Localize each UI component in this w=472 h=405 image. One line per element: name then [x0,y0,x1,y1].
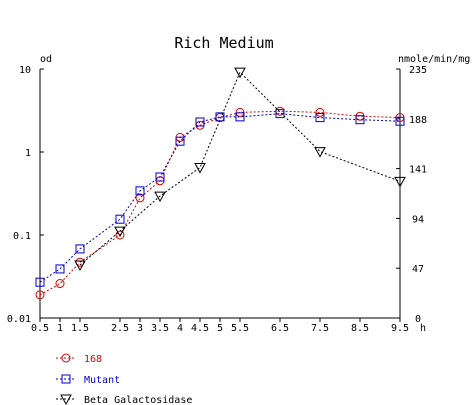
data-point-0 [315,107,325,117]
x-tick-label: 2.5 [111,323,129,334]
legend-marker [61,353,71,363]
x-tick-label: 1 [57,323,63,334]
x-tick-label: 5.5 [231,323,249,334]
data-point-1 [315,113,325,123]
data-point-2 [234,67,246,79]
y-left-label: od [40,54,52,65]
data-point-1 [155,172,165,182]
data-point-1 [55,264,65,274]
legend-marker [61,374,71,384]
data-point-1 [135,186,145,196]
data-point-2 [74,260,86,272]
x-tick-label: 9.5 [391,323,409,334]
data-point-2 [114,226,126,238]
series-line-1 [39,113,401,283]
series-line-2 [79,71,401,266]
data-point-2 [394,176,406,188]
data-point-2 [154,191,166,203]
x-tick-label: 4 [177,323,183,334]
x-tick-label: 8.5 [351,323,369,334]
x-tick-label: 3 [137,323,143,334]
x-tick-label: 4.5 [191,323,209,334]
series-line-0 [39,110,401,296]
y-right-tick-label: 235 [409,65,427,76]
y-right-tick-label: 47 [412,264,424,275]
data-point-1 [235,112,245,122]
data-point-1 [35,277,45,287]
x-tick-label: 5 [217,323,223,334]
y-right-tick-label: 94 [412,214,424,225]
y-left-tick-label: 1 [25,148,31,159]
y-left-tick-label: 0.01 [7,314,31,325]
data-point-0 [35,290,45,300]
x-tick-label: 0.5 [31,323,49,334]
data-point-1 [395,116,405,126]
data-point-1 [275,109,285,119]
data-point-0 [55,279,65,289]
y-right-label: nmole/min/mg [398,54,470,65]
legend-label: 168 [84,354,102,365]
y-right-tick-label: 188 [409,115,427,126]
data-point-1 [115,214,125,224]
x-tick-label: 7.5 [311,323,329,334]
y-right-tick-label: 141 [409,165,427,176]
legend-label: Beta Galactosidase [84,395,192,405]
data-point-0 [135,193,145,203]
x-tick-label: 6.5 [271,323,289,334]
y-left-tick-label: 10 [19,65,31,76]
data-point-1 [75,244,85,254]
y-right-tick-label: 0 [415,314,421,325]
data-point-1 [195,117,205,127]
legend-marker [60,394,72,405]
x-unit-label: h [420,323,426,334]
data-point-2 [194,163,206,174]
y-left-tick-label: 0.1 [13,231,31,242]
data-point-1 [355,115,365,125]
data-point-1 [175,136,185,146]
x-tick-label: 3.5 [151,323,169,334]
data-point-2 [314,147,326,158]
chart-title: Rich Medium [174,34,273,52]
legend-label: Mutant [84,375,120,386]
x-tick-label: 1.5 [71,323,89,334]
